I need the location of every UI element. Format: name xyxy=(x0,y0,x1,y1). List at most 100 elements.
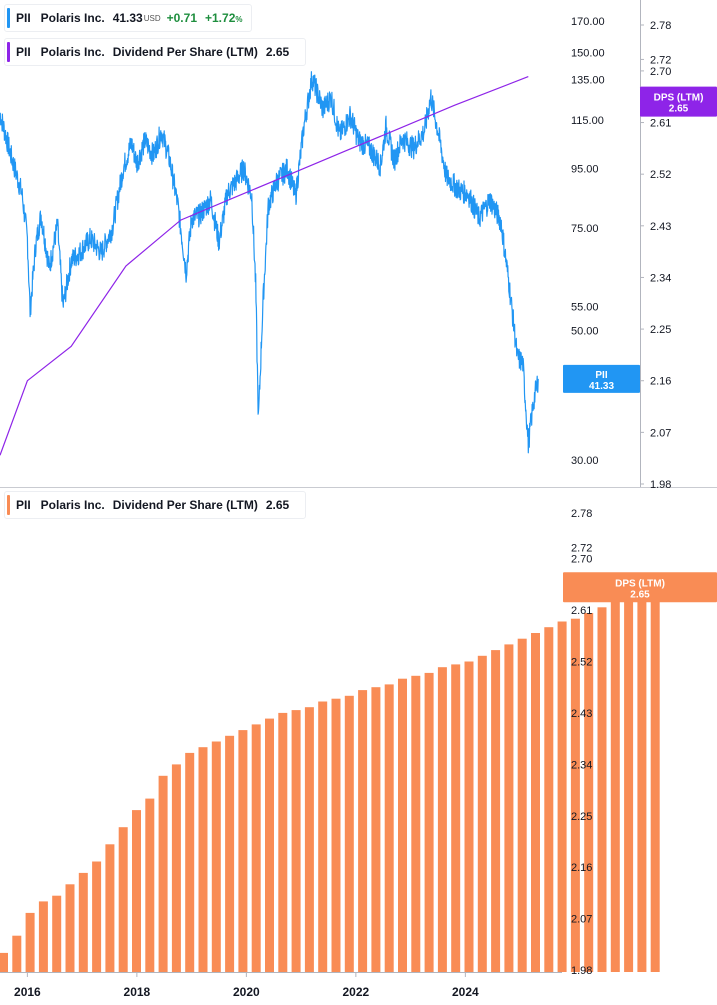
dps-bar xyxy=(504,644,514,972)
dps-bar xyxy=(610,601,620,972)
dps-bar xyxy=(251,724,261,972)
bars-axis-tick: 2.61 xyxy=(571,605,592,617)
price-legend-value: 41.33 xyxy=(112,11,143,25)
dps-bar xyxy=(118,827,128,972)
bars-axis-tick: 2.70 xyxy=(571,554,592,566)
dps-axis-tick: 2.43 xyxy=(650,221,671,233)
time-axis-tick: 2022 xyxy=(343,985,370,999)
dps-bars-current-badge-value: 2.65 xyxy=(630,589,650,600)
dps-axis-tick: 2.34 xyxy=(650,272,671,284)
dps-bar xyxy=(411,675,421,972)
dps-bars-current-badge-bg xyxy=(563,572,717,603)
dps-axis-tick: 2.25 xyxy=(650,324,671,336)
dps-line-layer xyxy=(0,76,529,456)
dps-bar xyxy=(158,775,168,972)
dps-bar xyxy=(225,735,235,972)
axis-labels-layer: 170.00 150.00 135.00 115.00 95.00 75.00 55.00 5… xyxy=(14,16,671,999)
dps-bar xyxy=(331,698,341,972)
dps-bar xyxy=(185,752,195,972)
dps-bar xyxy=(265,718,274,972)
dps-bar xyxy=(437,667,447,972)
dps-bars-legend-swatch xyxy=(7,495,10,515)
dps-bar xyxy=(344,695,354,972)
dps-axis-tick: 1.98 xyxy=(650,479,671,491)
dps-overlay-current-badge-value: 2.65 xyxy=(669,104,689,115)
price-axis-tick: 55.00 xyxy=(571,302,599,314)
dps-bar xyxy=(145,798,155,972)
price-legend-swatch xyxy=(7,8,10,28)
dps-bar xyxy=(624,595,634,972)
bars-axis-tick: 2.16 xyxy=(571,862,592,874)
price-legend-currency: USD xyxy=(143,13,161,23)
price-axis-tick: 115.00 xyxy=(571,115,604,127)
dps-overlay-legend-value: 2.65 xyxy=(265,45,290,59)
price-legend-change: +0.71 xyxy=(166,11,197,25)
bars-axis-tick: 1.98 xyxy=(571,965,592,977)
dps-bar xyxy=(570,618,580,972)
dps-axis-tick: 2.16 xyxy=(650,376,671,388)
price-current-badge-value: 41.33 xyxy=(589,381,614,392)
dps-bar xyxy=(531,633,540,972)
price-axis-tick: 150.00 xyxy=(571,48,605,60)
dps-axis-tick: 2.78 xyxy=(650,20,671,32)
dps-bar xyxy=(12,935,22,972)
price-axis-tick: 135.00 xyxy=(571,74,605,86)
dps-overlay-legend-swatch xyxy=(7,42,10,62)
price-current-badge-bg xyxy=(563,364,640,393)
price-legend-pct-sign: % xyxy=(235,15,243,24)
dps-bar xyxy=(371,687,381,972)
dps-bar xyxy=(384,684,394,972)
dps-bar xyxy=(304,707,314,972)
price-series-layer xyxy=(0,71,539,454)
dps-overlay-legend[interactable]: PII Polaris Inc. Dividend Per Share (LTM… xyxy=(4,38,307,66)
bars-axis-tick: 2.72 xyxy=(571,542,592,554)
price-legend[interactable]: PII Polaris Inc. 41.33 USD +0.71 +1.72% xyxy=(4,4,252,32)
dps-axis-tick: 2.70 xyxy=(650,66,671,78)
dps-axis-tick: 2.72 xyxy=(650,54,671,66)
bars-axis-tick: 2.78 xyxy=(571,508,592,520)
dps-bar xyxy=(584,613,594,972)
bars-axis-tick: 2.25 xyxy=(571,811,592,823)
price-axis-tick: 95.00 xyxy=(571,163,599,175)
dps-bars-legend-metric: Dividend Per Share (LTM) xyxy=(112,498,258,512)
dps-bar xyxy=(132,810,141,972)
dps-bar xyxy=(0,952,8,972)
dps-bar xyxy=(78,872,88,972)
dps-bar xyxy=(278,712,288,972)
time-axis-tick: 2016 xyxy=(14,985,41,999)
price-axis-tick: 30.00 xyxy=(571,455,599,467)
dps-bars-current-badge: DPS (LTM)2.65 xyxy=(563,572,717,603)
dps-bar xyxy=(291,710,301,972)
dps-overlay-current-badge-title: DPS (LTM) xyxy=(654,93,704,104)
dps-bar xyxy=(198,747,208,972)
dps-axis-tick: 2.52 xyxy=(650,169,671,181)
dps-bar xyxy=(464,661,474,972)
dps-bars-legend[interactable]: PII Polaris Inc. Dividend Per Share (LTM… xyxy=(4,491,307,519)
axes-layer xyxy=(0,0,717,977)
dps-bar xyxy=(597,607,607,972)
dps-bar xyxy=(650,587,660,972)
dps-overlay-legend-company: Polaris Inc. xyxy=(40,45,105,59)
dps-bar xyxy=(38,901,48,972)
price-axis-tick: 75.00 xyxy=(571,223,599,235)
price-axis-tick: 170.00 xyxy=(571,16,605,28)
dps-bar xyxy=(171,764,181,972)
bars-axis-tick: 2.07 xyxy=(571,914,592,926)
dps-bars-legend-ticker: PII xyxy=(16,498,31,512)
dps-bar xyxy=(398,678,407,972)
price-legend-change-pct: +1.72% xyxy=(205,11,243,25)
time-axis-tick: 2020 xyxy=(233,985,260,999)
dps-bar xyxy=(517,638,527,972)
dps-bar xyxy=(544,627,554,972)
dps-bars-layer xyxy=(0,587,660,972)
price-legend-company: Polaris Inc. xyxy=(40,11,105,25)
bars-axis-tick: 2.43 xyxy=(571,708,592,720)
dps-overlay-current-badge: DPS (LTM)2.65 xyxy=(640,86,717,117)
price-legend-ticker: PII xyxy=(16,11,31,25)
price-axis-tick: 50.00 xyxy=(571,326,599,338)
dps-bar xyxy=(65,884,75,972)
dps-axis-tick: 2.61 xyxy=(650,118,671,130)
